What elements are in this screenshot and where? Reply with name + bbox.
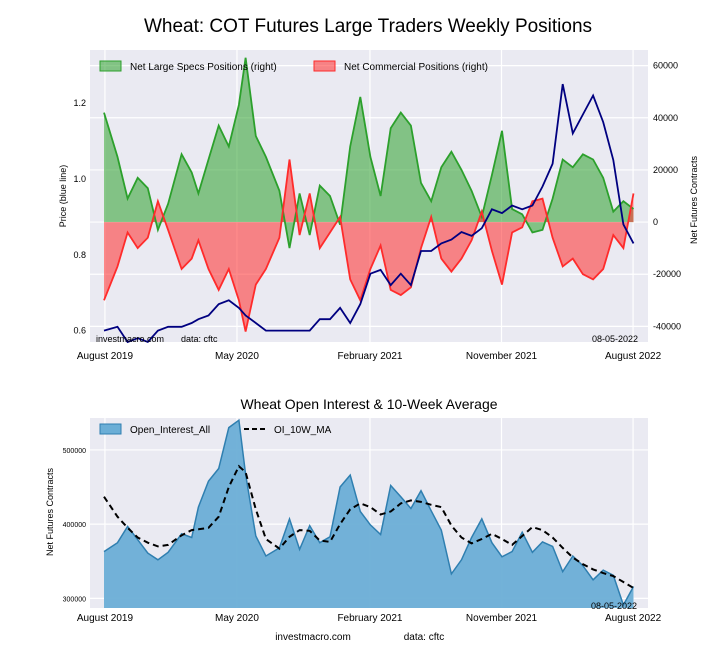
top-left-tick-2: 1.0 xyxy=(73,174,86,184)
price-line xyxy=(103,83,635,344)
bottom-axis-label: Net Futures Contracts xyxy=(45,467,55,556)
legend-label-specs: Net Large Specs Positions (right) xyxy=(130,62,277,73)
top-tick-labels: August 2019 May 2020 February 2021 November… xyxy=(73,61,681,362)
commercial-area xyxy=(104,159,634,332)
specs-line xyxy=(103,57,635,249)
top-left-tick-3: 1.2 xyxy=(73,98,86,108)
legend-label-open-interest: Open_Interest_All xyxy=(130,425,210,436)
bottom-legend: Open_Interest_All OI_10W_MA xyxy=(99,423,332,436)
top-right-tick-1: -20000 xyxy=(653,269,681,279)
top-chart: August 2019 May 2020 February 2021 November… xyxy=(58,50,699,362)
bottom-chart: August 2019 May 2020 February 2021 November… xyxy=(45,418,662,624)
bottom-tick-labels: August 2019 May 2020 February 2021 November… xyxy=(63,448,662,624)
bottom-date-label: 08-05-2022 xyxy=(591,601,637,611)
top-source-label: investmacro.com xyxy=(96,334,164,344)
open-interest-line xyxy=(103,418,635,607)
bottom-x-tick-1: May 2020 xyxy=(215,613,259,624)
top-x-tick-4: August 2022 xyxy=(605,351,662,362)
bottom-line-series xyxy=(103,418,635,607)
top-right-tick-0: -40000 xyxy=(653,321,681,331)
top-x-tick-1: May 2020 xyxy=(215,351,259,362)
bottom-x-tick-2: February 2021 xyxy=(337,613,402,624)
commercial-line xyxy=(103,159,635,332)
bottom-area-series xyxy=(104,420,634,608)
bottom-y-tick-0: 300000 xyxy=(63,596,86,603)
bottom-y-tick-2: 500000 xyxy=(63,448,86,455)
legend-label-commercial: Net Commercial Positions (right) xyxy=(344,62,488,73)
bottom-title: Wheat Open Interest & 10-Week Average xyxy=(240,396,497,412)
top-right-tick-5: 60000 xyxy=(653,61,678,71)
top-left-tick-0: 0.6 xyxy=(73,326,86,336)
top-x-tick-2: February 2021 xyxy=(337,351,402,362)
top-data-note: data: cftc xyxy=(181,334,218,344)
specs-area xyxy=(104,57,634,249)
top-legend: Net Large Specs Positions (right) Net Co… xyxy=(99,60,488,73)
main-title: Wheat: COT Futures Large Traders Weekly … xyxy=(144,16,592,37)
top-right-tick-4: 40000 xyxy=(653,113,678,123)
bottom-x-tick-4: August 2022 xyxy=(605,613,662,624)
top-right-axis-label: Net Futures Contracts xyxy=(689,155,699,244)
top-right-tick-3: 20000 xyxy=(653,165,678,175)
bottom-x-tick-3: November 2021 xyxy=(466,613,538,624)
top-area-series xyxy=(104,57,634,332)
top-left-tick-1: 0.8 xyxy=(73,250,86,260)
bottom-x-tick-0: August 2019 xyxy=(77,613,134,624)
bottom-y-tick-1: 400000 xyxy=(63,522,86,529)
top-date-label: 08-05-2022 xyxy=(592,334,638,344)
open-interest-area xyxy=(104,420,634,608)
top-right-tick-2: 0 xyxy=(653,217,658,227)
legend-swatch-commercial xyxy=(313,60,336,72)
top-x-tick-3: November 2021 xyxy=(466,351,538,362)
legend-swatch-open-interest xyxy=(99,423,122,435)
top-x-tick-0: August 2019 xyxy=(77,351,134,362)
ma-line xyxy=(103,464,635,589)
footer-site: investmacro.com xyxy=(275,632,351,643)
legend-label-ma: OI_10W_MA xyxy=(274,425,332,436)
footer-data: data: cftc xyxy=(404,632,445,643)
legend-swatch-specs xyxy=(99,60,122,72)
top-left-axis-label: Price (blue line) xyxy=(58,165,68,228)
top-line-series xyxy=(103,57,635,344)
